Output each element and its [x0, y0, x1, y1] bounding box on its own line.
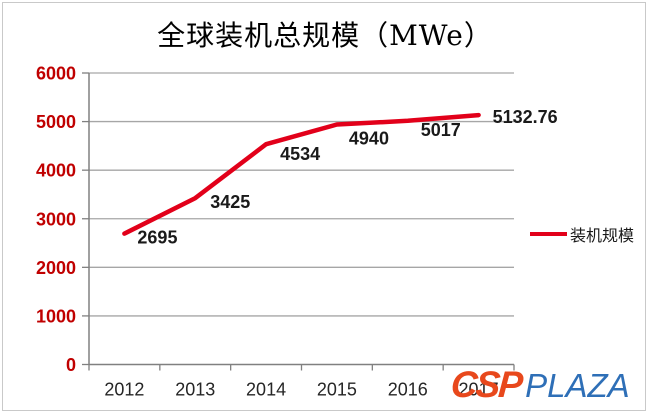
- chart-title: 全球装机总规模（MWe）: [157, 19, 493, 52]
- x-tick-label: 2017: [459, 380, 499, 400]
- data-label: 3425: [210, 192, 250, 212]
- y-tick-label: 6000: [36, 64, 76, 84]
- x-tick-label: 2015: [317, 380, 357, 400]
- x-tick-label: 2012: [104, 380, 144, 400]
- data-label: 5017: [421, 120, 461, 140]
- x-tick-label: 2013: [175, 380, 215, 400]
- y-tick-label: 4000: [36, 161, 76, 181]
- y-tick-label: 5000: [36, 112, 76, 132]
- data-label: 5132.76: [493, 107, 558, 127]
- y-tick-label: 1000: [36, 306, 76, 326]
- legend: 装机规模: [530, 222, 634, 246]
- data-label: 2695: [137, 228, 177, 248]
- csp-plaza-logo: CSP PLAZA: [449, 364, 630, 405]
- legend-label: 装机规模: [570, 226, 635, 245]
- logo-plaza-text: PLAZA: [525, 367, 630, 404]
- logo-csp-text: CSP: [449, 364, 523, 405]
- y-tick-label: 2000: [36, 258, 76, 278]
- legend-line-swatch: [530, 231, 567, 237]
- series-line-装机规模: [122, 112, 481, 236]
- data-label: 4534: [280, 144, 320, 164]
- x-tick-label: 2014: [246, 380, 286, 400]
- data-label: 4940: [349, 128, 389, 148]
- y-tick-label: 3000: [36, 209, 76, 229]
- y-tick-label: 0: [66, 355, 76, 375]
- x-tick-label: 2016: [388, 380, 428, 400]
